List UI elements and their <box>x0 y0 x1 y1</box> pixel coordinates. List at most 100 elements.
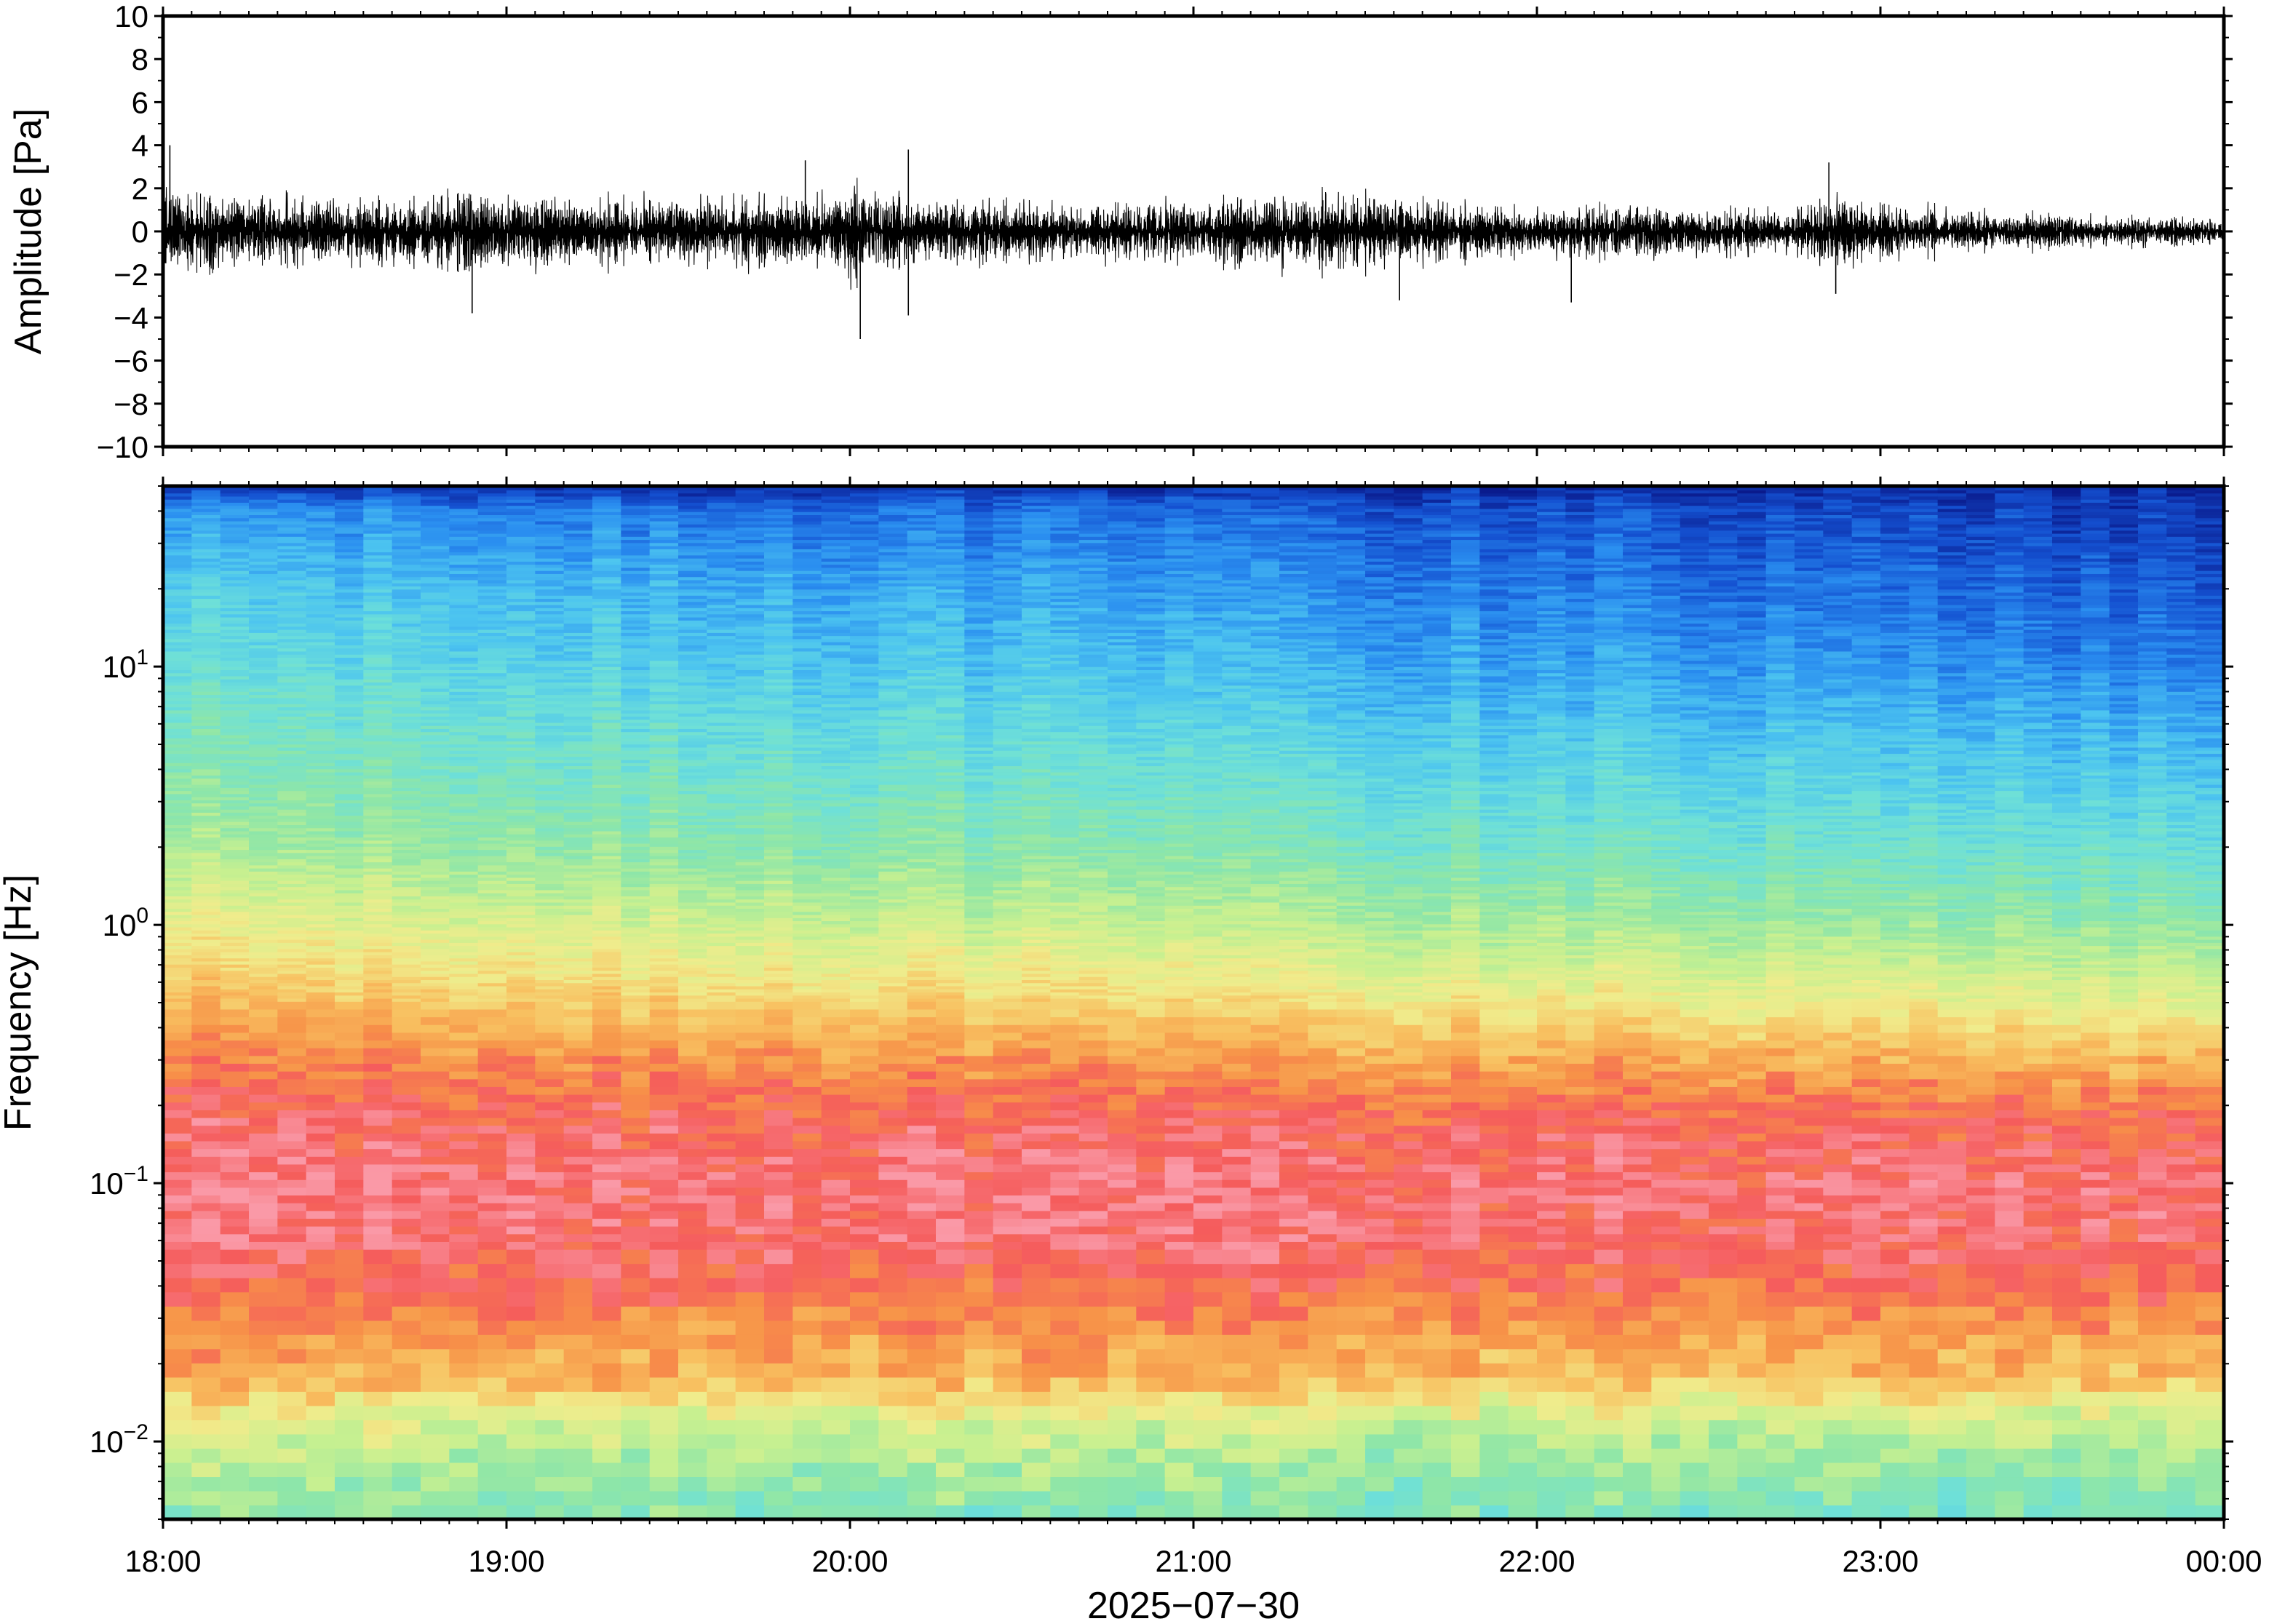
spectrogram-cell <box>449 1016 479 1025</box>
spectrogram-cell <box>392 781 421 785</box>
spectrogram-cell <box>335 499 364 503</box>
spectrogram-cell <box>592 558 621 562</box>
spectrogram-cell <box>621 626 651 630</box>
spectrogram-cell <box>735 533 765 537</box>
spectrogram-cell <box>191 623 221 627</box>
spectrogram-cell <box>707 675 736 680</box>
spectrogram-cell <box>678 893 707 896</box>
spectrogram-cell <box>535 920 565 925</box>
spectrogram-cell <box>535 697 565 701</box>
spectrogram-cell <box>335 771 364 776</box>
spectrogram-cell <box>764 691 793 696</box>
spectrogram-cell <box>392 1233 421 1242</box>
spectrogram-cell <box>363 697 393 701</box>
spectrogram-cell <box>621 1008 651 1018</box>
spectrogram-cell <box>163 623 192 627</box>
spectrogram-cell <box>764 1448 793 1463</box>
spectrogram-cell <box>477 952 507 955</box>
spectrogram-cell <box>707 604 736 608</box>
spectrogram-cell <box>735 1291 765 1307</box>
spectrogram-cell <box>735 660 765 664</box>
spectrogram-cell <box>163 1363 192 1378</box>
spectrogram-cell <box>707 982 736 987</box>
spectrogram-cell <box>563 781 593 785</box>
spectrogram-cell <box>163 877 192 881</box>
spectrogram-cell <box>506 756 536 760</box>
spectrogram-cell <box>220 725 250 729</box>
spectrogram-cell <box>163 610 192 615</box>
spectrogram-cell <box>392 1278 421 1293</box>
spectrogram-cell <box>535 763 565 767</box>
spectrogram-cell <box>392 905 421 909</box>
spectrogram-cell <box>277 824 307 829</box>
spectrogram-cell <box>707 1203 736 1211</box>
spectrogram-cell <box>277 901 307 906</box>
spectrogram-cell <box>592 706 621 711</box>
spectrogram-cell <box>249 846 278 851</box>
spectrogram-cell <box>621 1462 651 1478</box>
spectrogram-cell <box>535 874 565 878</box>
spectrogram-cell <box>277 1094 307 1103</box>
spectrogram-cell <box>277 706 307 711</box>
spectrogram-cell <box>592 849 621 853</box>
spectrogram-cell <box>707 812 736 816</box>
spectrogram-cell <box>163 533 192 537</box>
spectrogram-cell <box>764 747 793 751</box>
spectrogram-cell <box>649 1420 679 1435</box>
spectrogram-cell <box>392 1448 421 1463</box>
spectrogram-cell <box>592 629 621 633</box>
spectrogram-cell <box>277 1133 307 1142</box>
spectrogram-cell <box>163 598 192 602</box>
spectrogram-cell <box>621 728 651 733</box>
spectrogram-cell <box>477 626 507 630</box>
spectrogram-cell <box>363 765 393 770</box>
spectrogram-cell <box>592 771 621 776</box>
spectrogram-cell <box>163 899 192 903</box>
spectrogram-cell <box>277 592 307 596</box>
spectrogram-cell <box>477 654 507 658</box>
spectrogram-cell <box>678 610 707 615</box>
spectrogram-cell <box>163 960 192 965</box>
spectrogram-cell <box>707 1078 736 1087</box>
spectrogram-cell <box>249 610 278 615</box>
spectrogram-cell <box>764 666 793 670</box>
spectrogram-cell <box>563 1377 593 1392</box>
spectrogram-cell <box>477 709 507 714</box>
spectrogram-cell <box>449 719 479 723</box>
spectrogram-cell <box>363 530 393 534</box>
spectrogram-cell <box>421 1249 450 1265</box>
spectrogram-cell <box>449 663 479 667</box>
spectrogram-cell <box>449 561 479 565</box>
spectrogram-cell <box>735 1210 765 1219</box>
spectrogram-cell <box>592 579 621 584</box>
spectrogram-cell <box>506 973 536 977</box>
spectrogram-cell <box>335 554 364 559</box>
spectrogram-cell <box>306 517 335 522</box>
spectrogram-cell <box>506 706 536 711</box>
spectrogram-cell <box>563 620 593 624</box>
spectrogram-cell <box>649 552 679 556</box>
spectrogram-cell <box>764 734 793 739</box>
spectrogram-cell <box>449 697 479 701</box>
spectrogram-cell <box>563 592 593 596</box>
spectrogram-cell <box>363 827 393 832</box>
spectrogram-cell <box>735 1148 765 1157</box>
spectrogram-cell <box>535 546 565 549</box>
spectrogram-cell <box>477 797 507 800</box>
spectrogram-cell <box>421 1334 450 1350</box>
spectrogram-cell <box>191 1334 221 1350</box>
spectrogram-cell <box>535 893 565 896</box>
spectrogram-cell <box>449 650 479 655</box>
spectrogram-cell <box>678 1195 707 1203</box>
spectrogram-cell <box>306 1391 335 1406</box>
spectrogram-cell <box>363 1187 393 1196</box>
spectrogram-cell <box>563 638 593 642</box>
spectrogram-cell <box>592 632 621 637</box>
spectrogram-cell <box>335 901 364 906</box>
spectrogram-cell <box>506 1241 536 1250</box>
spectrogram-cell <box>477 1490 507 1506</box>
spectrogram-cell <box>220 778 250 782</box>
spectrogram-cell <box>649 967 679 971</box>
spectrogram-cell <box>249 586 278 590</box>
spectrogram-cell <box>621 846 651 851</box>
